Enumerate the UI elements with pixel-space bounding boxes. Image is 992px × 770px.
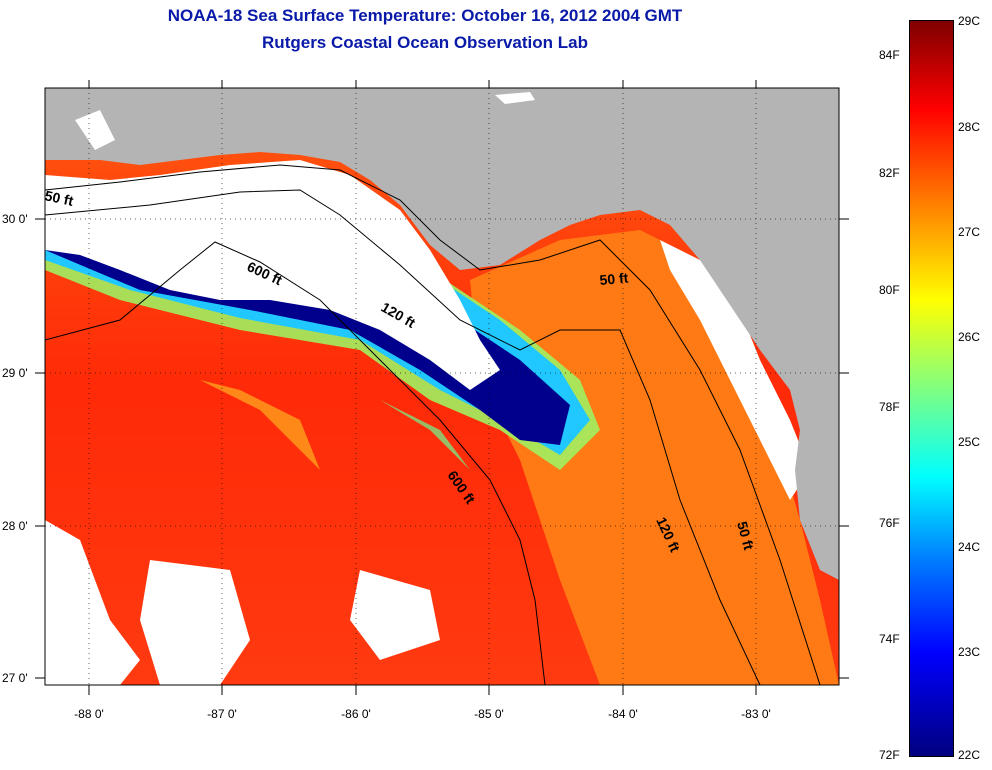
cloud-cover-coastal	[660, 240, 810, 500]
cloud-cover-sw	[45, 520, 140, 685]
lat-tick-label: 28 0'	[2, 519, 28, 533]
contour-50ft	[45, 164, 821, 685]
colorbar-c-label: 28C	[958, 120, 981, 134]
map-imagery: 50 ft 600 ft 120 ft 50 ft 600 ft 120 ft …	[43, 88, 839, 685]
shelf-water	[470, 230, 839, 685]
colorbar-f-label: 84F	[879, 48, 900, 62]
land	[45, 88, 839, 580]
temperature-colorbar	[909, 20, 954, 757]
lon-tick-label: -85 0'	[474, 707, 504, 721]
colorbar-c-label: 27C	[958, 225, 981, 239]
map-title: NOAA-18 Sea Surface Temperature: October…	[167, 6, 683, 25]
lon-tick-label: -84 0'	[608, 707, 638, 721]
colorbar-c-label: 29C	[958, 14, 981, 28]
lat-tick-label: 27 0'	[2, 671, 28, 685]
contour-label: 50 ft	[734, 520, 757, 552]
colorbar-c-label: 25C	[958, 435, 981, 449]
contour-120ft	[45, 189, 761, 685]
lon-tick-label: -86 0'	[341, 707, 371, 721]
lon-tick-label: -87 0'	[207, 707, 237, 721]
map-subtitle: Rutgers Coastal Ocean Observation Lab	[262, 33, 588, 52]
colorbar-c-label: 24C	[958, 540, 981, 554]
colorbar-c-label: 26C	[958, 330, 981, 344]
colorbar-c-label: 23C	[958, 645, 981, 659]
lat-tick-label: 29 0'	[2, 366, 28, 380]
colorbar-f-label: 74F	[879, 632, 900, 646]
lon-tick-label: -83 0'	[741, 707, 771, 721]
contour-label: 50 ft	[43, 187, 75, 209]
lon-tick-label: -88 0'	[74, 707, 104, 721]
colorbar-c-label: 22C	[958, 748, 981, 762]
colorbar-f-label: 72F	[879, 748, 900, 762]
contour-label: 50 ft	[599, 270, 629, 288]
colorbar-f-label: 80F	[879, 283, 900, 297]
tick-marks	[35, 80, 849, 695]
map-frame	[44, 87, 840, 686]
colorbar-f-label: 82F	[879, 166, 900, 180]
colorbar-f-label: 78F	[879, 400, 900, 414]
lat-tick-label: 30 0'	[2, 212, 28, 226]
contour-600ft	[45, 241, 546, 685]
colorbar-f-label: 76F	[879, 516, 900, 530]
cloud-cover-north	[45, 160, 500, 390]
